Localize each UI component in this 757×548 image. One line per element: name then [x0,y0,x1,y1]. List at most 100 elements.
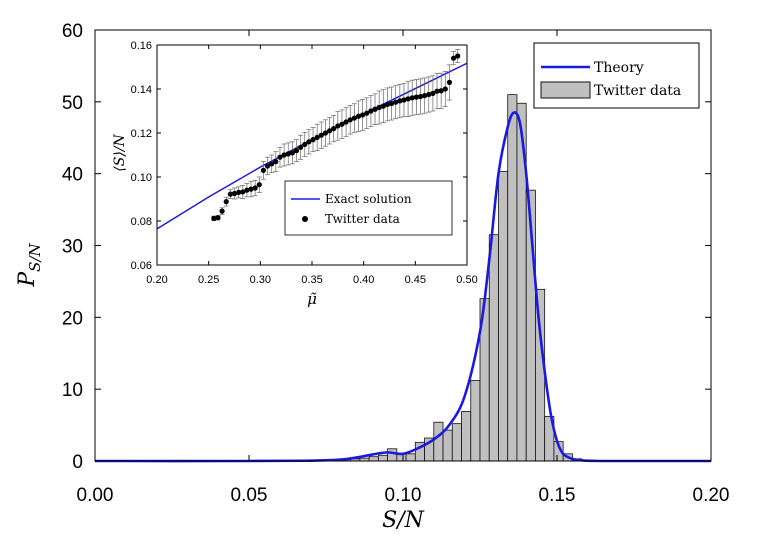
data-point [388,100,395,107]
legend-label-theory: Theory [594,60,644,76]
data-point [269,161,275,167]
data-point [360,112,366,118]
inset-x-tick-label: 0.20 [146,274,167,286]
inset-y-tick-label: 0.08 [131,216,152,228]
data-point [397,98,403,104]
data-point [364,110,370,116]
hist-bar [405,453,416,462]
inset-chart: 0.20 0.25 0.30 0.35 0.40 0.45 0.50 0.06 0.08 0.1… [112,40,478,308]
main-y-axis-title: PS/N [15,242,44,287]
data-point [339,121,345,127]
data-point [384,101,391,107]
data-point [231,190,238,197]
inset-x-tick-label: 0.25 [198,274,219,286]
data-point [302,141,308,148]
data-point [227,191,233,197]
data-point [298,144,304,150]
data-point [306,139,312,145]
data-point [211,215,217,221]
inset-twitter-points [211,49,461,221]
data-point [376,104,382,111]
data-point [273,159,279,165]
data-point [293,148,300,154]
data-point [450,55,457,61]
data-point [260,167,267,173]
data-point [277,154,283,160]
data-point [393,99,399,105]
hist-bar [387,448,398,462]
inset-y-tick-label: 0.10 [131,172,152,184]
hist-bar [470,380,481,462]
data-point [372,106,378,112]
data-point [219,208,225,214]
y-tick-label: 10 [62,380,83,401]
data-point [281,152,287,158]
data-point [289,150,295,156]
main-legend: Theory Twitter data [533,42,700,109]
data-point [409,95,415,101]
y-tick-label: 60 [62,21,83,42]
inset-y-tick-label: 0.12 [131,128,152,140]
data-point [438,88,444,94]
data-point [310,137,316,143]
data-point [417,93,424,100]
inset-x-tick-label: 0.50 [456,274,477,286]
data-point [244,187,250,193]
x-tick-label: 0.05 [231,485,268,506]
data-point [413,94,419,100]
x-tick-label: 0.15 [539,485,576,506]
hist-bar [377,454,388,462]
hist-bar [451,423,462,462]
hist-bar [461,411,472,462]
inset-x-axis: 0.20 0.25 0.30 0.35 0.40 0.45 0.50 [146,45,478,286]
inset-legend-label-twitter: Twitter data [325,212,400,226]
main-theory-curve-group [94,111,712,463]
data-point [351,115,357,121]
x-tick-label: 0.00 [77,485,114,506]
data-point [405,96,411,102]
data-point [264,163,271,169]
data-point [442,86,448,92]
hist-bar [535,288,546,462]
theory-curve [94,111,712,463]
data-point [240,189,246,195]
y-tick-label: 0 [72,452,83,473]
main-y-axis-title-base: P [15,271,40,288]
inset-y-axis: 0.06 0.08 0.10 0.12 0.14 0.16 [131,40,467,272]
data-point [314,134,320,140]
data-point [252,185,258,191]
data-point [343,119,349,125]
data-point [335,123,341,129]
data-point [355,113,362,119]
inset-legend-label-exact: Exact solution [325,192,412,206]
main-y-axis: 0 10 20 30 40 50 60 [62,21,711,473]
data-point [322,130,329,136]
data-point [422,93,428,99]
data-point [236,189,242,195]
main-x-axis-title: S/N [382,508,424,533]
legend-swatch-twitter-hist [540,81,591,99]
inset-y-axis-title: ⟨S⟩/N [112,134,128,172]
data-point [223,199,229,205]
inset-legend-box [284,180,453,236]
hist-bar [507,94,518,462]
data-point [434,88,440,94]
inset-x-tick-label: 0.35 [301,274,322,286]
data-point [401,97,407,103]
x-tick-label: 0.20 [693,485,730,506]
main-x-axis: 0.00 0.05 0.10 0.15 0.20 [77,30,730,506]
y-tick-label: 50 [62,93,83,114]
inset-y-tick-label: 0.14 [131,84,152,96]
data-point [215,215,221,221]
data-point [446,79,453,85]
y-tick-label: 20 [62,308,83,329]
inset-x-tick-label: 0.40 [353,274,374,286]
data-point [248,186,254,192]
y-tick-label: 40 [62,165,83,186]
data-point [426,91,432,98]
data-point [347,117,353,123]
data-point [256,182,262,188]
data-point [368,108,374,114]
inset-x-tick-label: 0.45 [405,274,426,286]
hist-bar [433,421,444,462]
